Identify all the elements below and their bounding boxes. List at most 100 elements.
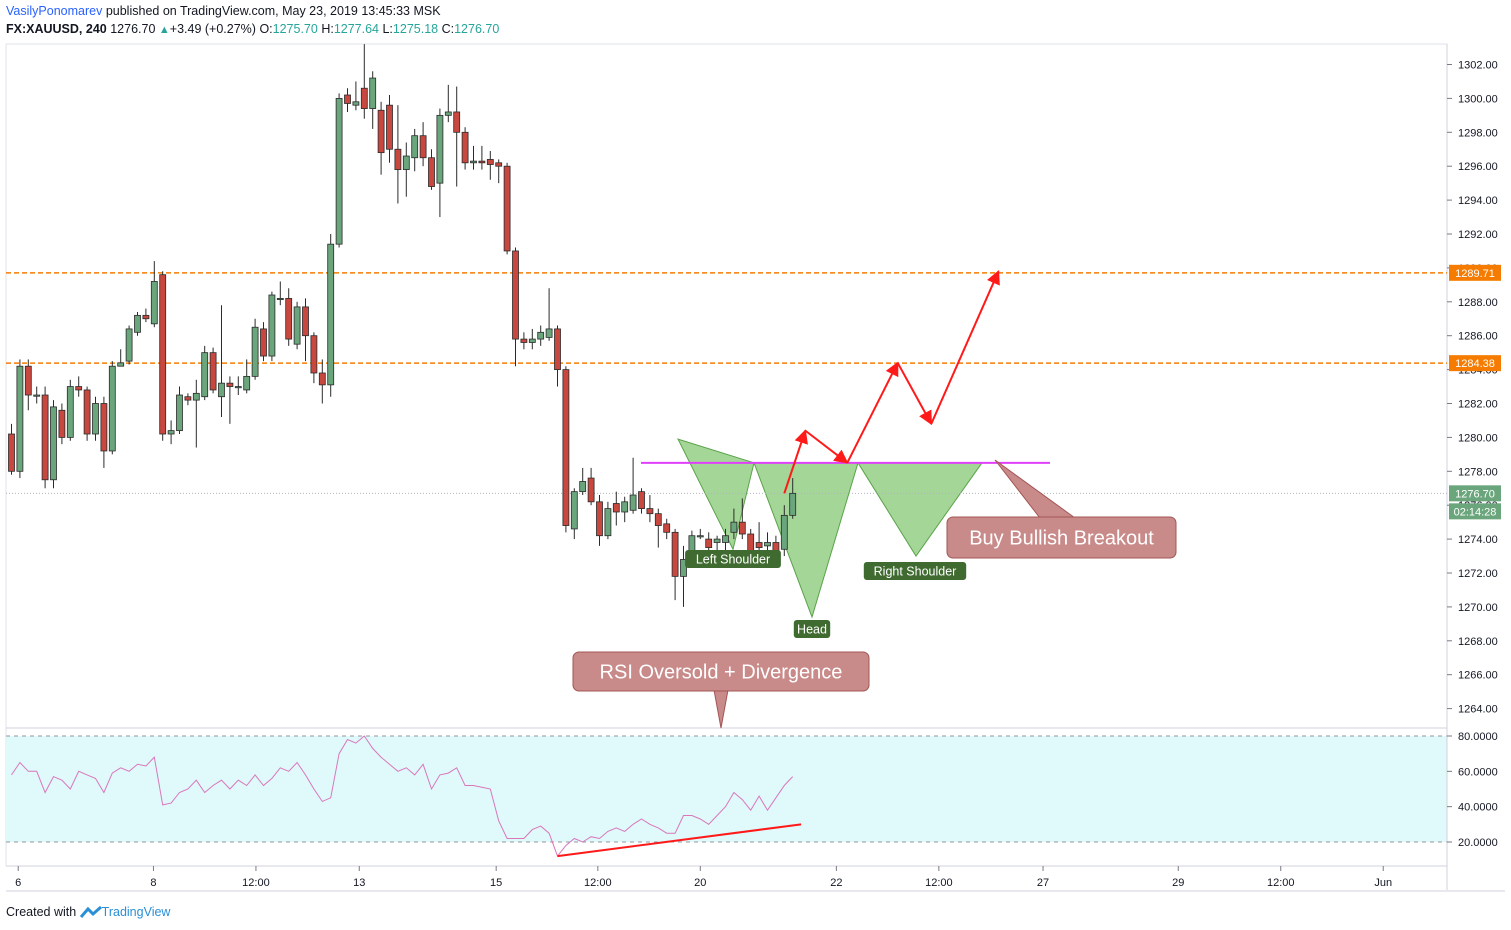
rsi-divergence-annotation: RSI Oversold + Divergence	[572, 651, 870, 729]
candle-body	[428, 157, 435, 187]
rsi-band	[6, 736, 1447, 842]
price-axis-label: 1282.00	[1458, 399, 1498, 411]
candle	[360, 44, 368, 119]
candle-body	[344, 94, 351, 104]
candle-body	[411, 135, 419, 159]
time-axis-label: 20	[694, 877, 706, 889]
candle-body	[92, 403, 99, 435]
candle	[167, 420, 175, 445]
right-shoulder-label-bg	[863, 562, 967, 580]
candle	[159, 271, 167, 441]
candle	[108, 361, 116, 455]
candle	[394, 105, 402, 204]
price-chart[interactable]: 1302.00 1300.00 1298.00 1296.00 1294.00 1292.…	[0, 0, 1511, 900]
candle-body	[50, 406, 57, 481]
rsi-line	[11, 735, 794, 858]
price-axis-label: 1302.00	[1458, 60, 1498, 72]
projection-arrow	[896, 362, 933, 426]
candle	[176, 386, 183, 435]
candle	[764, 532, 771, 553]
candle-body	[419, 135, 427, 159]
time-axis-label: 12:00	[242, 877, 270, 889]
candle	[8, 423, 15, 475]
candle	[386, 95, 393, 163]
candle-body	[142, 314, 150, 320]
buy-breakout-annotation-text: Buy Bullish Breakout	[969, 528, 1154, 550]
candle	[495, 159, 503, 184]
candle	[377, 101, 385, 175]
candle-body	[638, 491, 645, 509]
price-axis-label: 1296.00	[1458, 161, 1498, 173]
author-link[interactable]: VasilyPonomarev	[6, 4, 103, 18]
candle	[335, 93, 343, 248]
candle	[528, 328, 536, 350]
candle	[612, 491, 620, 526]
price-axis-label: 1278.00	[1458, 466, 1498, 478]
tradingview-brand[interactable]: TradingView	[101, 905, 171, 919]
candle-body	[654, 513, 662, 526]
level-upper-badge-text: 1289.71	[1455, 268, 1495, 280]
candle-body	[596, 501, 603, 537]
close-label: C:	[441, 22, 455, 36]
price-axis-label: 1300.00	[1458, 93, 1498, 105]
candle-body	[360, 87, 368, 109]
candle	[352, 81, 360, 111]
candle-body	[310, 335, 318, 374]
candle-body	[621, 501, 629, 513]
projection-arrow	[783, 429, 808, 494]
candle-body	[579, 481, 587, 493]
candle	[58, 403, 66, 445]
candle-body	[705, 538, 713, 548]
countdown-badge-text: 02:14:28	[1454, 506, 1497, 518]
candle	[125, 325, 133, 365]
candle-body	[125, 328, 133, 362]
candle-body	[192, 392, 200, 401]
price-axis-label: 1292.00	[1458, 229, 1498, 241]
rsi-axis-label: 60.0000	[1458, 766, 1498, 778]
last-price-badge-text: 1276.70	[1455, 488, 1495, 500]
countdown-badge-bg	[1449, 503, 1501, 520]
candle	[150, 261, 158, 328]
publish-info: VasilyPonomarev published on TradingView…	[6, 4, 441, 18]
low-label: L:	[382, 22, 393, 36]
candle	[218, 305, 225, 418]
candle-body	[755, 542, 763, 548]
candle-body	[33, 394, 41, 397]
price-axis-label: 1264.00	[1458, 704, 1498, 716]
candle-body	[444, 111, 452, 116]
buy-breakout-annotation-bg	[946, 516, 1177, 559]
candle-body	[562, 369, 570, 526]
price-axis-label: 1268.00	[1458, 636, 1498, 648]
candle-body	[780, 514, 788, 550]
countdown-badge: 02:14:28	[1449, 503, 1501, 520]
candle	[234, 376, 242, 396]
price-axis-label: 1274.00	[1458, 534, 1498, 546]
candle-body	[453, 111, 461, 133]
candle-body	[604, 508, 612, 537]
candle	[92, 396, 99, 441]
candle	[461, 127, 469, 170]
symbol-label: FX:XAUUSD, 240	[6, 22, 107, 36]
candle	[596, 495, 603, 546]
candle-body	[41, 394, 49, 481]
candle-body	[478, 160, 486, 164]
candle	[738, 498, 746, 540]
candle	[486, 150, 494, 180]
last-price-badge: 1276.70	[1449, 485, 1501, 502]
candle-body	[738, 521, 746, 535]
candle-body	[554, 328, 561, 371]
candle	[713, 535, 721, 553]
candle	[570, 488, 578, 540]
candle-body	[436, 114, 444, 184]
candle-body	[226, 382, 234, 387]
candle	[369, 71, 377, 129]
level-lower-badge: 1284.38	[1449, 355, 1501, 372]
candle-body	[318, 372, 326, 386]
candle	[554, 325, 561, 387]
candle-body	[100, 403, 108, 452]
price-axis-label: 1270.00	[1458, 602, 1498, 614]
time-axis-label: 27	[1037, 877, 1049, 889]
candle	[562, 366, 570, 533]
candle	[436, 108, 444, 218]
